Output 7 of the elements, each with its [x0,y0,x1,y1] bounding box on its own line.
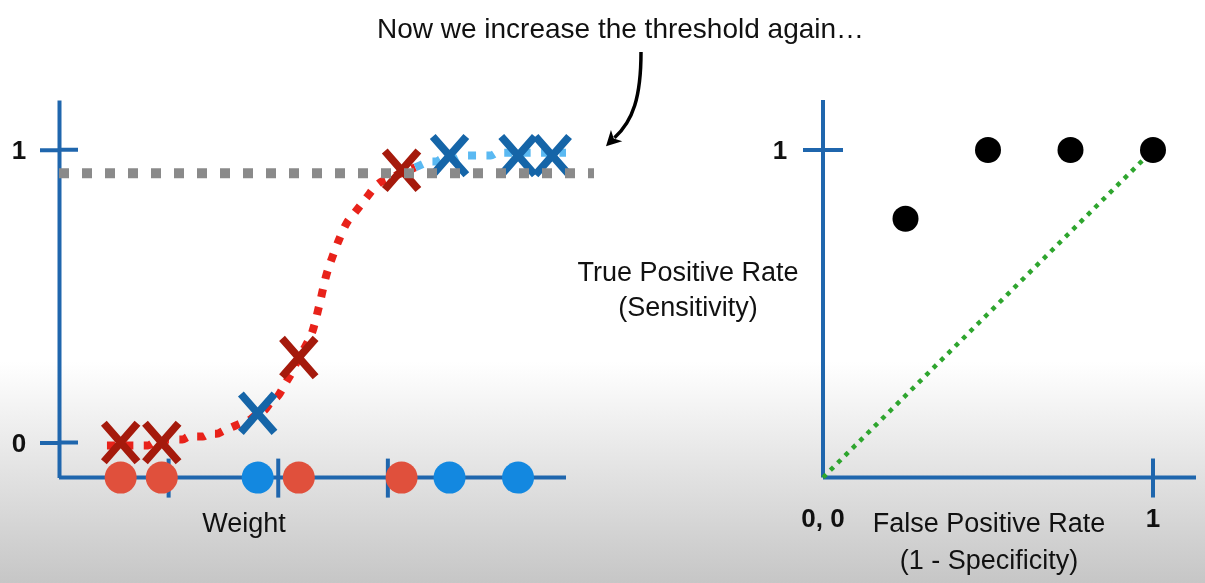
x-axis-title: False Positive Rate (1 - Specificity) [872,507,1106,575]
x-axis-title: Weight [202,507,287,538]
y-axis-title: True Positive Rate (Sensitivity) [577,256,799,322]
text: Now we increase the threshold again… [376,13,865,44]
text: 1 [772,135,788,165]
y-tick-label: 0 [11,427,27,458]
x-tick-label: 0, 0 [801,502,845,533]
